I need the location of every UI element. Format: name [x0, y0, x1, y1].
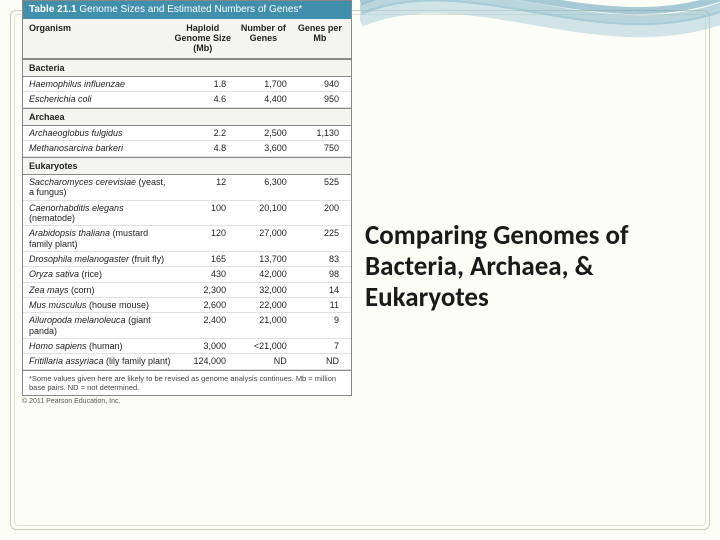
cell-size: 4.8	[173, 143, 232, 153]
cell-genes: 1,700	[234, 79, 293, 89]
cell-per_mb: 225	[295, 228, 345, 249]
table-header-row: Organism Haploid Genome Size (Mb) Number…	[23, 19, 351, 59]
cell-organism: Homo sapiens (human)	[29, 341, 171, 351]
slide-title: Comparing Genomes of Bacteria, Archaea, …	[365, 220, 705, 313]
table-row: Zea mays (corn)2,30032,00014	[23, 283, 351, 298]
table-body: BacteriaHaemophilus influenzae1.81,70094…	[23, 59, 351, 370]
cell-per_mb: 200	[295, 203, 345, 224]
cell-size: 124,000	[173, 356, 232, 366]
cell-size: 2,300	[173, 285, 232, 295]
cell-genes: 2,500	[234, 128, 293, 138]
cell-genes: 42,000	[234, 269, 293, 279]
cell-organism: Methanosarcina barkeri	[29, 143, 171, 153]
cell-genes: 3,600	[234, 143, 293, 153]
cell-size: 2,400	[173, 315, 232, 336]
cell-organism: Haemophilus influenzae	[29, 79, 171, 89]
cell-genes: 4,400	[234, 94, 293, 104]
cell-size: 2.2	[173, 128, 232, 138]
cell-organism: Zea mays (corn)	[29, 285, 171, 295]
cell-per_mb: 950	[295, 94, 345, 104]
table-row: Saccharomyces cerevisiae (yeast, a fungu…	[23, 175, 351, 201]
cell-genes: 32,000	[234, 285, 293, 295]
cell-organism: Ailuropoda melanoleuca (giant panda)	[29, 315, 171, 336]
col-permb: Genes per Mb	[295, 23, 345, 54]
table-group-header: Eukaryotes	[23, 157, 351, 175]
cell-size: 165	[173, 254, 232, 264]
cell-per_mb: 11	[295, 300, 345, 310]
cell-genes: ND	[234, 356, 293, 366]
table-title-text: Genome Sizes and Estimated Numbers of Ge…	[79, 4, 302, 15]
genome-table: Table 21.1 Genome Sizes and Estimated Nu…	[22, 0, 352, 396]
table-row: Drosophila melanogaster (fruit fly)16513…	[23, 252, 351, 267]
cell-size: 3,000	[173, 341, 232, 351]
cell-size: 1.8	[173, 79, 232, 89]
col-genes: Number of Genes	[234, 23, 293, 54]
cell-organism: Archaeoglobus fulgidus	[29, 128, 171, 138]
table-row: Ailuropoda melanoleuca (giant panda)2,40…	[23, 313, 351, 339]
table-row: Caenorhabditis elegans (nematode)10020,1…	[23, 201, 351, 227]
table-row: Escherichia coli4.64,400950	[23, 92, 351, 107]
cell-genes: 20,100	[234, 203, 293, 224]
cell-per_mb: ND	[295, 356, 345, 366]
cell-genes: 13,700	[234, 254, 293, 264]
table-row: Fritillaria assyriaca (lily family plant…	[23, 354, 351, 369]
table-row: Oryza sativa (rice)43042,00098	[23, 267, 351, 282]
table-footnote: *Some values given here are likely to be…	[23, 370, 351, 395]
table-row: Mus musculus (house mouse)2,60022,00011	[23, 298, 351, 313]
cell-per_mb: 525	[295, 177, 345, 198]
col-size: Haploid Genome Size (Mb)	[173, 23, 232, 54]
cell-size: 100	[173, 203, 232, 224]
cell-per_mb: 9	[295, 315, 345, 336]
cell-organism: Fritillaria assyriaca (lily family plant…	[29, 356, 171, 366]
table-row: Arabidopsis thaliana (mustard family pla…	[23, 226, 351, 252]
table-number: Table 21.1	[29, 4, 77, 15]
cell-size: 430	[173, 269, 232, 279]
cell-genes: 22,000	[234, 300, 293, 310]
table-group-header: Bacteria	[23, 59, 351, 77]
cell-organism: Arabidopsis thaliana (mustard family pla…	[29, 228, 171, 249]
cell-organism: Caenorhabditis elegans (nematode)	[29, 203, 171, 224]
table-row: Haemophilus influenzae1.81,700940	[23, 77, 351, 92]
cell-organism: Drosophila melanogaster (fruit fly)	[29, 254, 171, 264]
cell-per_mb: 750	[295, 143, 345, 153]
cell-per_mb: 98	[295, 269, 345, 279]
cell-genes: 21,000	[234, 315, 293, 336]
cell-organism: Escherichia coli	[29, 94, 171, 104]
table-group-header: Archaea	[23, 108, 351, 126]
cell-genes: 27,000	[234, 228, 293, 249]
cell-genes: <21,000	[234, 341, 293, 351]
cell-size: 4.6	[173, 94, 232, 104]
table-row: Archaeoglobus fulgidus2.22,5001,130	[23, 126, 351, 141]
table-row: Methanosarcina barkeri4.83,600750	[23, 141, 351, 156]
cell-size: 2,600	[173, 300, 232, 310]
table-title-bar: Table 21.1 Genome Sizes and Estimated Nu…	[23, 1, 351, 19]
cell-organism: Oryza sativa (rice)	[29, 269, 171, 279]
cell-genes: 6,300	[234, 177, 293, 198]
cell-size: 120	[173, 228, 232, 249]
col-organism: Organism	[29, 23, 171, 54]
cell-per_mb: 7	[295, 341, 345, 351]
cell-size: 12	[173, 177, 232, 198]
cell-per_mb: 83	[295, 254, 345, 264]
cell-per_mb: 1,130	[295, 128, 345, 138]
cell-per_mb: 14	[295, 285, 345, 295]
table-row: Homo sapiens (human)3,000<21,0007	[23, 339, 351, 354]
cell-per_mb: 940	[295, 79, 345, 89]
copyright-text: © 2011 Pearson Education, Inc.	[22, 398, 120, 405]
cell-organism: Mus musculus (house mouse)	[29, 300, 171, 310]
cell-organism: Saccharomyces cerevisiae (yeast, a fungu…	[29, 177, 171, 198]
